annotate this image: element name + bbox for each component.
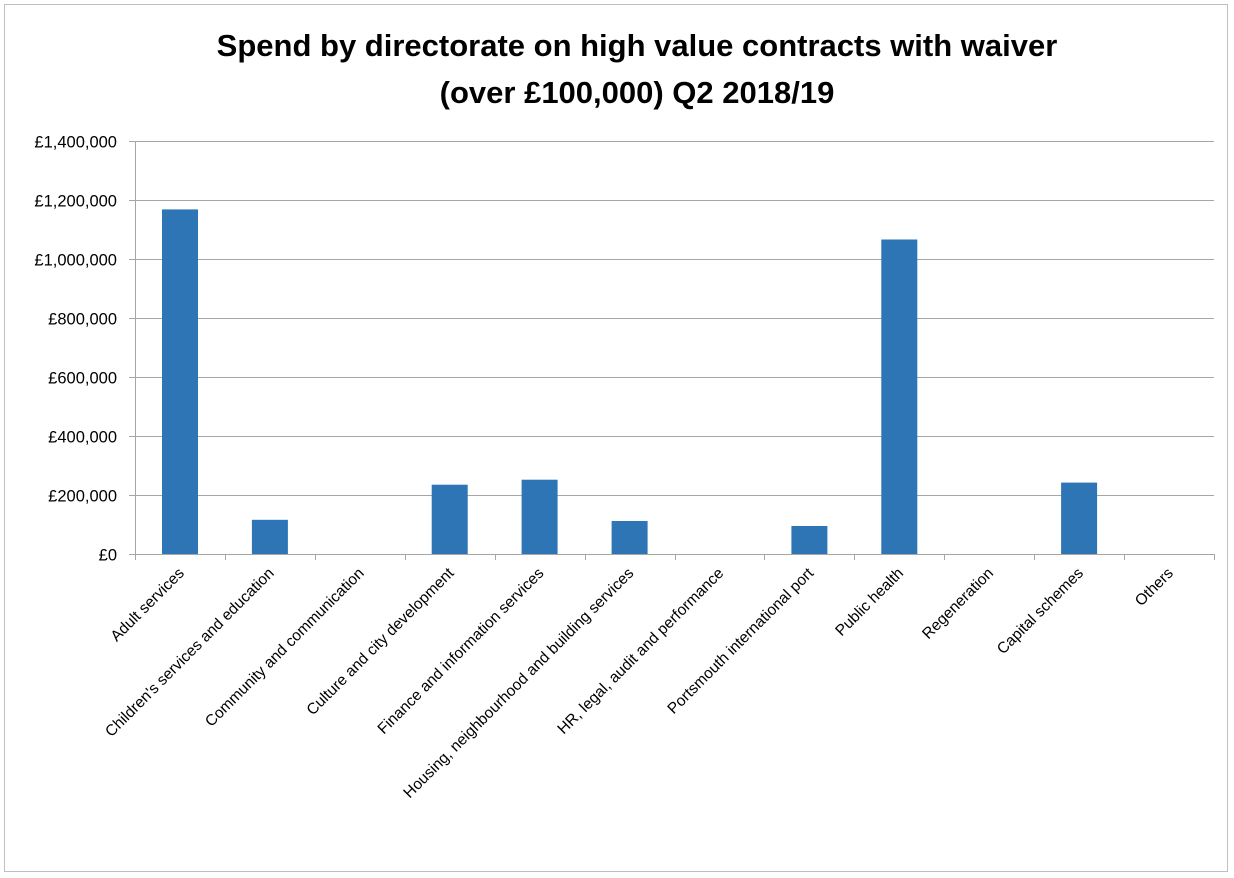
x-category-label: Capital schemes xyxy=(994,565,1087,658)
bar xyxy=(881,239,918,554)
x-category-label: Regeneration xyxy=(919,565,997,643)
x-category-label: Portsmouth international port xyxy=(664,564,817,717)
x-category-label: Community and communication xyxy=(202,565,368,731)
y-tick-label: £600,000 xyxy=(48,370,117,388)
bar xyxy=(251,519,288,554)
x-category-label: Public health xyxy=(832,565,907,640)
y-tick-label: £1,400,000 xyxy=(34,134,117,152)
bars xyxy=(162,209,1098,554)
x-category-label: Finance and information services xyxy=(375,565,548,738)
y-tick-label: £200,000 xyxy=(48,488,117,506)
bar xyxy=(1061,482,1098,554)
y-tick-label: £1,200,000 xyxy=(34,193,117,211)
bar xyxy=(791,526,828,554)
x-axis xyxy=(129,141,1215,560)
y-tick-label: £1,000,000 xyxy=(34,252,117,270)
gridlines xyxy=(135,141,1214,496)
x-category-label: HR, legal, audit and performance xyxy=(554,565,727,738)
x-category-label: Others xyxy=(1132,565,1177,610)
y-tick-label: £0 xyxy=(99,547,117,565)
y-tick-label: £800,000 xyxy=(48,311,117,329)
x-category-label: Culture and city development xyxy=(304,564,458,718)
bar xyxy=(521,479,558,554)
chart-frame xyxy=(4,4,1228,872)
x-category-label: Children's services and education xyxy=(102,565,278,741)
bar xyxy=(431,484,468,554)
x-category-label: Adult services xyxy=(108,565,188,645)
chart-title-line-2: (over £100,000) Q2 2018/19 xyxy=(440,75,835,110)
chart-title-line-1: Spend by directorate on high value contr… xyxy=(217,28,1058,63)
bar xyxy=(162,209,198,554)
y-tick-label: £400,000 xyxy=(48,429,117,447)
y-axis-tick-labels: £0 £200,000 £400,000 £600,000 £800,000 £1,000… xyxy=(34,134,117,565)
bar xyxy=(611,521,648,554)
